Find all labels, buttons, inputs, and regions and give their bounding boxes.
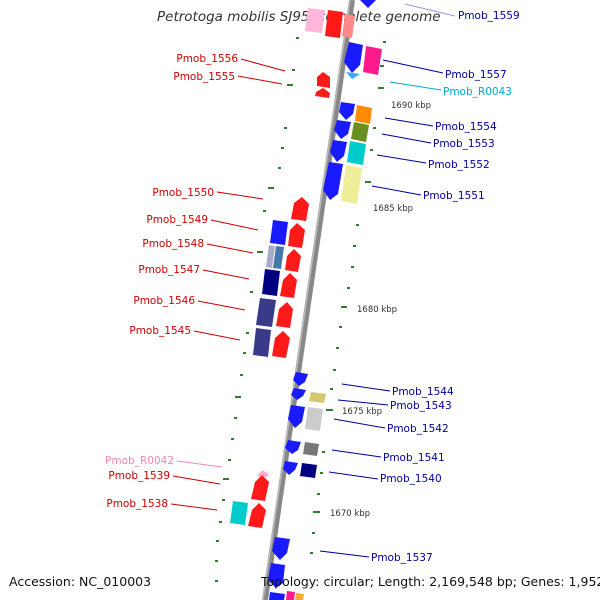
kbp-label-1670: 1670 kbp	[330, 509, 370, 519]
gene-feature-pmob-1557[interactable]	[344, 42, 382, 79]
gene-feature-pmob-1552[interactable]	[330, 140, 366, 165]
gene-label-pmob-1549[interactable]: Pmob_1549	[146, 214, 208, 226]
gene-feature-pmob-1548[interactable]	[266, 245, 301, 272]
gene-feature-pmob-1543[interactable]	[291, 388, 326, 403]
gene-label-pmob-1540[interactable]: Pmob_1540	[380, 473, 442, 485]
gene-feature-pmob-1540[interactable]	[283, 461, 317, 478]
gene-label-pmob-1539[interactable]: Pmob_1539	[108, 470, 170, 482]
gene-feature-pmob-1547[interactable]	[262, 269, 297, 298]
gene-label-pmob-1557[interactable]: Pmob_1557	[445, 69, 507, 81]
gene-feature-pmob-1542[interactable]	[288, 405, 323, 431]
gene-label-pmob-1552[interactable]: Pmob_1552	[428, 159, 490, 171]
gene-label-pmob-1553[interactable]: Pmob_1553	[433, 138, 495, 150]
gene-label-pmob-1544[interactable]: Pmob_1544	[392, 386, 454, 398]
gene-label-pmob-1556[interactable]: Pmob_1556	[176, 53, 238, 65]
gene-label-pmob-1538[interactable]: Pmob_1538	[106, 498, 168, 510]
genome-backbone-highlight	[262, 0, 351, 600]
gene-feature-pmob-1544[interactable]	[293, 372, 308, 386]
gene-feature-pmob-1545[interactable]	[253, 328, 290, 358]
gene-labels-left: Pmob_1556 Pmob_1555 Pmob_1550 Pmob_1549 …	[105, 53, 238, 510]
kbp-label-1690: 1690 kbp	[391, 101, 431, 111]
gene-label-pmob-1551[interactable]: Pmob_1551	[423, 190, 485, 202]
leader-lines-left	[170, 58, 286, 511]
kbp-label-1675: 1675 kbp	[342, 407, 382, 417]
gene-label-pmob-1542[interactable]: Pmob_1542	[387, 423, 449, 435]
gene-feature-pmob-1556[interactable]	[317, 72, 330, 88]
gene-label-pmob-1545[interactable]: Pmob_1545	[129, 325, 191, 337]
gene-feature-pmob-1555[interactable]	[315, 88, 330, 98]
kbp-label-1680: 1680 kbp	[357, 305, 397, 315]
gene-feature-pmob-1553[interactable]	[334, 120, 369, 142]
gene-feature-pmob-1549[interactable]	[270, 220, 305, 248]
gene-label-pmob-1550[interactable]: Pmob_1550	[152, 187, 214, 199]
gene-feature-pmob-1546[interactable]	[256, 298, 293, 328]
gene-feature-pmob-1537[interactable]	[268, 537, 304, 600]
gene-label-pmob-1546[interactable]: Pmob_1546	[133, 295, 195, 307]
accession-text: Accession: NC_010003	[9, 574, 152, 589]
genome-backbone	[262, 0, 355, 600]
genome-summary-text: Topology: circular; Length: 2,169,548 bp…	[261, 574, 600, 589]
kbp-label-1685: 1685 kbp	[373, 204, 413, 214]
map-title: Petrotoga mobilis SJ95, complete genome	[157, 9, 441, 25]
gene-feature-pmob-1554[interactable]	[339, 102, 372, 124]
gene-label-pmob-1547[interactable]: Pmob_1547	[138, 264, 200, 276]
gene-labels-right: Pmob_1559 Pmob_1557 Pmob_R0043 Pmob_1554…	[371, 10, 520, 564]
gene-feature-pmob-1551[interactable]	[323, 162, 362, 204]
gene-feature-pmob-1559[interactable]	[360, 0, 376, 8]
tick-marks	[215, 37, 386, 582]
gene-label-pmob-1548[interactable]: Pmob_1548	[142, 238, 204, 250]
gene-label-pmob-1555[interactable]: Pmob_1555	[173, 71, 235, 83]
gene-feature-pmob-1539[interactable]	[251, 475, 269, 501]
gene-label-pmob-r0042[interactable]: Pmob_R0042	[105, 455, 174, 467]
leader-lines-right	[319, 3, 456, 558]
gene-feature-pmob-r0042[interactable]	[257, 470, 269, 477]
gene-label-pmob-1541[interactable]: Pmob_1541	[383, 452, 445, 464]
gene-feature-pmob-1541[interactable]	[285, 440, 319, 456]
gene-label-pmob-1543[interactable]: Pmob_1543	[390, 400, 452, 412]
gene-feature-pmob-1550[interactable]	[291, 197, 309, 221]
gene-label-pmob-r0043[interactable]: Pmob_R0043	[443, 86, 512, 98]
gene-feature-pmob-1558[interactable]	[305, 8, 355, 38]
gene-feature-pmob-1538[interactable]	[230, 501, 266, 528]
gene-label-pmob-1537[interactable]: Pmob_1537	[371, 552, 433, 564]
gene-label-pmob-1559[interactable]: Pmob_1559	[458, 10, 520, 22]
gene-label-pmob-1554[interactable]: Pmob_1554	[435, 121, 497, 133]
